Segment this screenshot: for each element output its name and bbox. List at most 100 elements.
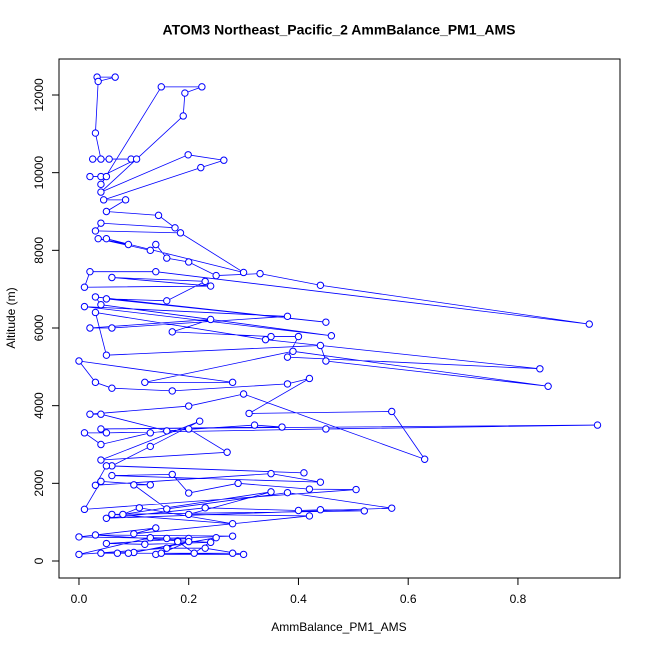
data-point bbox=[360, 507, 369, 515]
data-point bbox=[86, 172, 94, 181]
data-point bbox=[94, 234, 102, 243]
data-point bbox=[163, 427, 171, 435]
y-axis-label: Altitude (m) bbox=[4, 287, 18, 348]
data-point bbox=[536, 365, 544, 373]
data-point bbox=[300, 469, 308, 477]
data-point bbox=[163, 544, 171, 552]
data-point bbox=[250, 421, 259, 429]
data-point bbox=[171, 224, 179, 232]
data-point bbox=[91, 129, 100, 137]
data-point bbox=[289, 347, 297, 355]
data-point bbox=[97, 477, 105, 486]
data-point bbox=[152, 524, 160, 532]
data-point bbox=[102, 351, 111, 359]
data-point bbox=[388, 407, 396, 416]
data-point bbox=[146, 442, 155, 451]
data-point bbox=[185, 258, 193, 266]
data-point bbox=[157, 549, 165, 557]
data-point bbox=[223, 448, 231, 456]
data-point bbox=[197, 163, 205, 172]
x-axis-label: AmmBalance_PM1_AMS bbox=[271, 620, 406, 634]
data-point bbox=[86, 410, 94, 418]
data-point bbox=[102, 172, 111, 181]
data-point bbox=[97, 188, 105, 196]
data-point bbox=[108, 273, 116, 282]
data-point bbox=[102, 462, 111, 470]
data-point bbox=[108, 324, 116, 332]
data-point bbox=[294, 506, 303, 515]
data-point bbox=[239, 390, 248, 398]
data-point bbox=[97, 300, 105, 309]
data-point bbox=[228, 532, 237, 540]
data-point bbox=[174, 537, 182, 546]
y-tick-label: 6000 bbox=[32, 314, 46, 341]
data-point bbox=[206, 315, 215, 324]
data-point bbox=[152, 240, 160, 249]
data-point bbox=[593, 421, 602, 429]
data-point bbox=[420, 455, 429, 463]
data-point bbox=[267, 488, 275, 496]
data-point bbox=[91, 308, 100, 317]
data-point bbox=[234, 479, 242, 488]
data-point bbox=[316, 281, 325, 289]
data-point bbox=[283, 353, 292, 361]
data-point bbox=[267, 469, 275, 478]
data-point bbox=[267, 332, 275, 341]
data-point bbox=[102, 234, 111, 243]
y-tick-label: 0 bbox=[32, 557, 46, 564]
data-point bbox=[124, 549, 133, 557]
data-point bbox=[91, 293, 100, 301]
data-point bbox=[220, 156, 228, 164]
data-point bbox=[195, 417, 204, 425]
data-point bbox=[146, 533, 155, 542]
data-point bbox=[132, 155, 141, 163]
data-point bbox=[75, 550, 83, 559]
data-point bbox=[141, 378, 149, 387]
data-point bbox=[228, 520, 237, 528]
data-point bbox=[322, 425, 330, 433]
data-point bbox=[185, 537, 193, 546]
x-tick-label: 0.8 bbox=[510, 592, 527, 606]
data-point bbox=[130, 530, 138, 538]
data-point bbox=[206, 538, 215, 547]
data-point bbox=[316, 506, 325, 514]
data-point bbox=[97, 440, 105, 449]
data-point bbox=[86, 267, 94, 276]
data-point bbox=[261, 335, 270, 344]
data-point bbox=[80, 283, 89, 291]
data-point bbox=[146, 429, 155, 437]
data-point bbox=[102, 207, 111, 216]
data-point bbox=[283, 488, 292, 497]
data-point bbox=[163, 505, 171, 513]
data-point bbox=[75, 357, 83, 365]
data-point bbox=[198, 83, 206, 91]
data-point bbox=[119, 510, 127, 519]
data-point bbox=[239, 268, 248, 277]
data-point bbox=[305, 485, 314, 493]
y-tick-label: 12000 bbox=[32, 78, 46, 112]
data-point bbox=[124, 240, 133, 249]
data-point bbox=[305, 374, 314, 383]
data-point bbox=[316, 341, 325, 350]
data-point bbox=[135, 504, 144, 512]
data-point bbox=[185, 402, 193, 410]
data-point bbox=[102, 514, 111, 522]
data-point bbox=[278, 423, 286, 431]
data-point bbox=[185, 510, 193, 519]
x-tick-label: 0.4 bbox=[290, 592, 307, 606]
data-point bbox=[111, 73, 119, 81]
data-point bbox=[181, 89, 189, 97]
data-point bbox=[75, 533, 83, 541]
data-point bbox=[102, 429, 111, 437]
data-point bbox=[163, 534, 171, 543]
y-tick-label: 8000 bbox=[32, 237, 46, 264]
data-point bbox=[168, 470, 176, 479]
data-point bbox=[179, 112, 187, 120]
data-point bbox=[585, 320, 593, 328]
data-point bbox=[256, 269, 264, 278]
data-point bbox=[163, 297, 171, 305]
data-point bbox=[94, 77, 102, 86]
data-point bbox=[102, 295, 111, 303]
data-point bbox=[322, 318, 330, 326]
